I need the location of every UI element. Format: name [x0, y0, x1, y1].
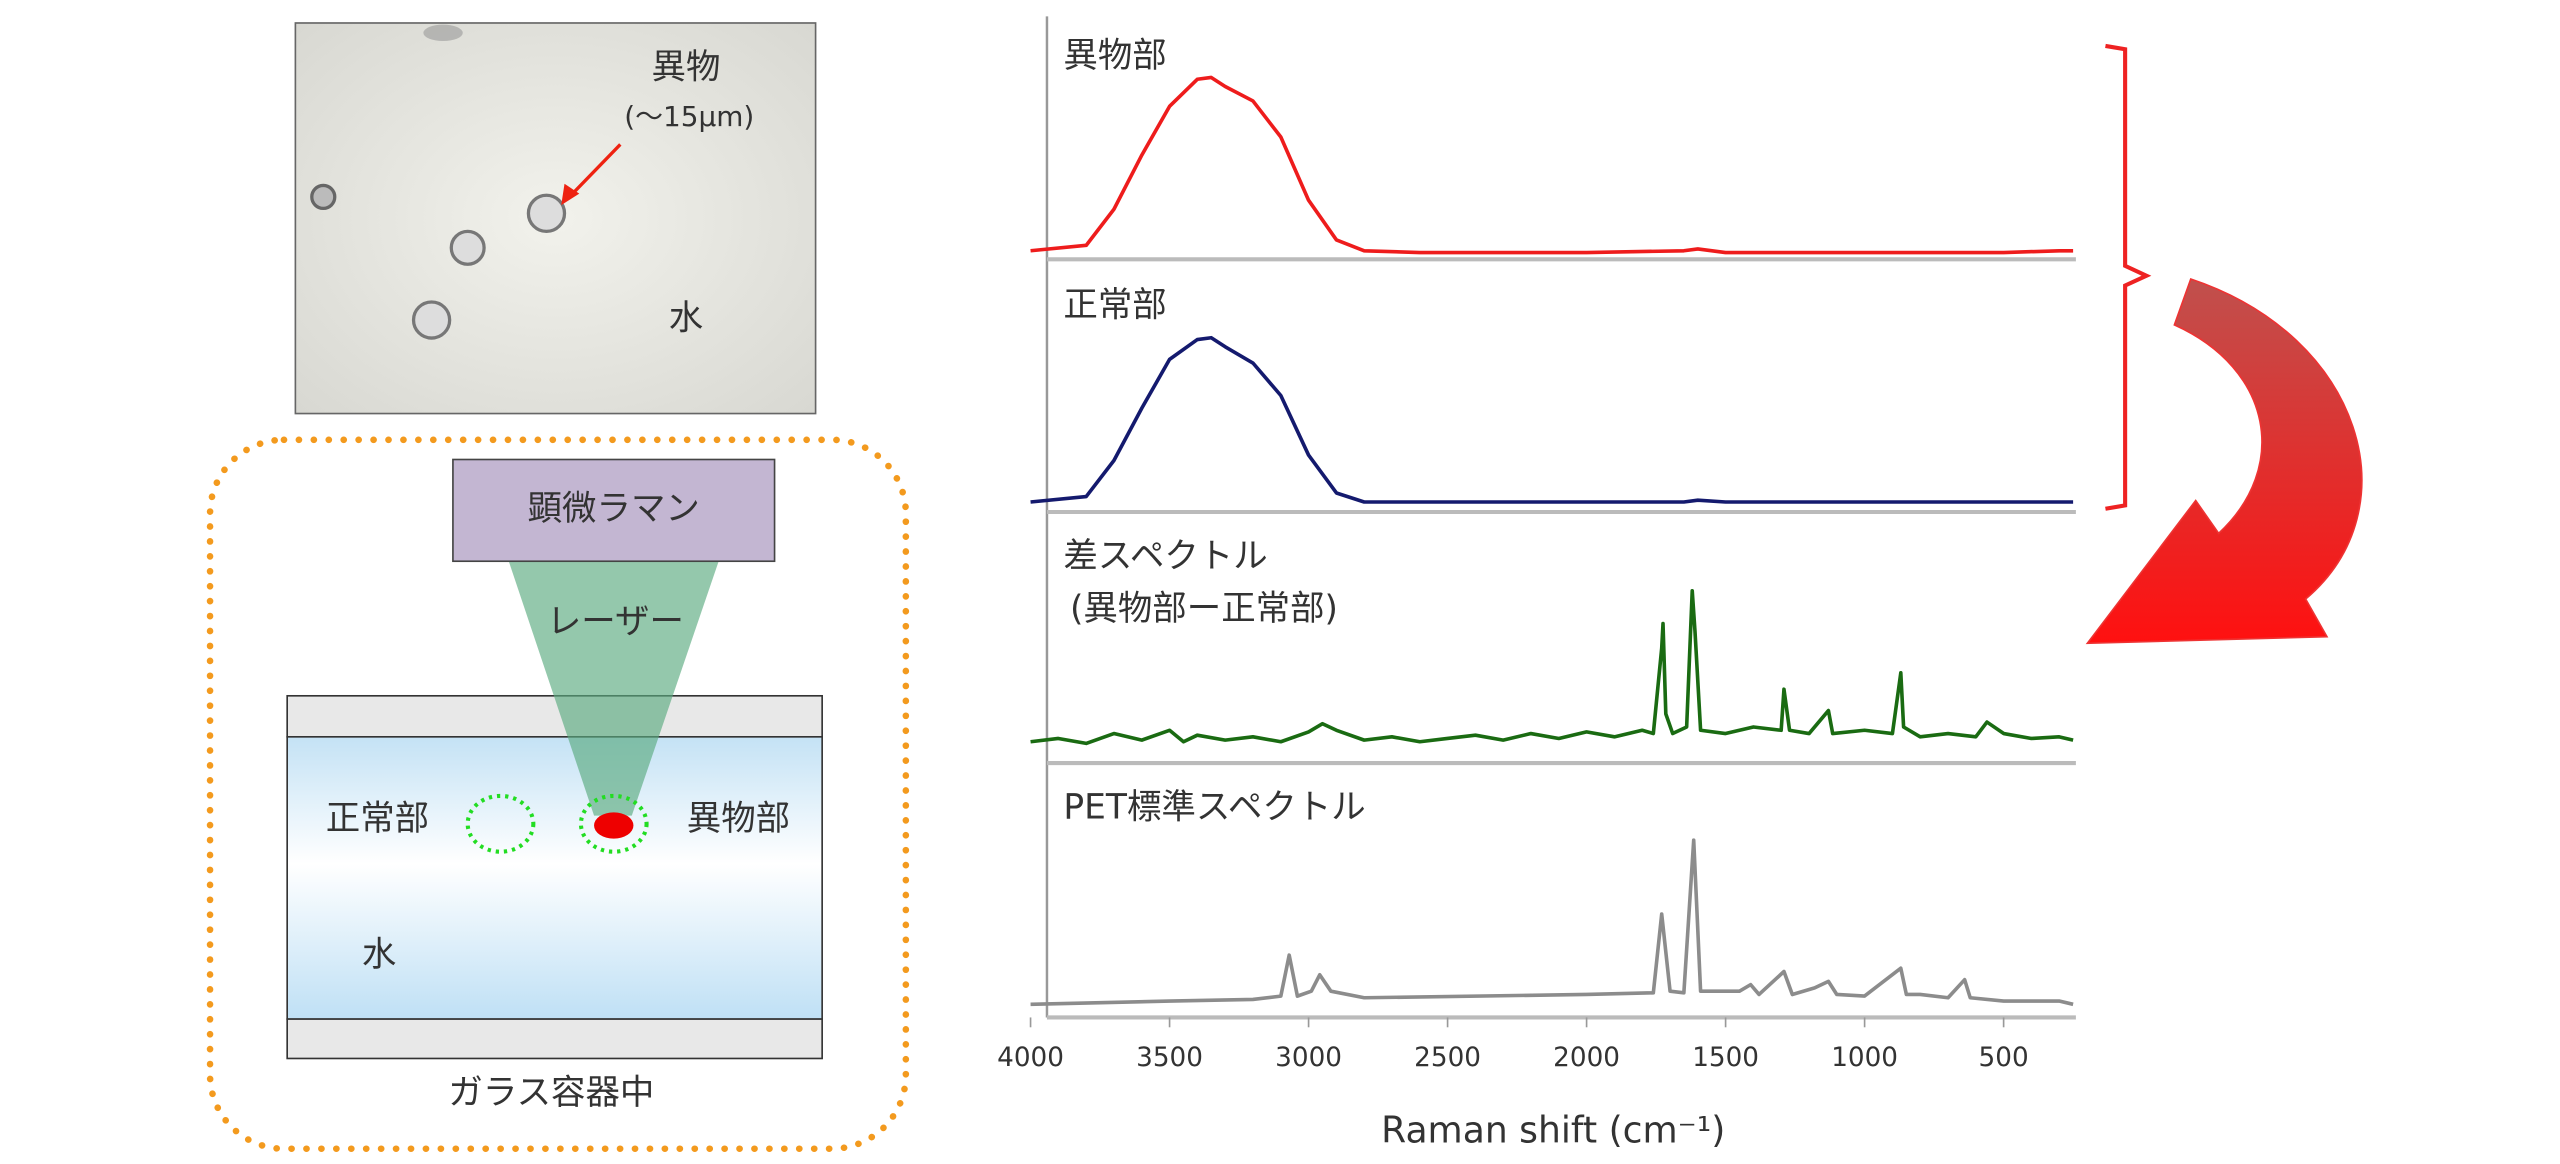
bracket: [2105, 43, 2152, 511]
pointer-arrowhead: [561, 183, 580, 206]
particle: [449, 229, 486, 266]
panel-label: PET標準スペクトル: [1063, 788, 1365, 828]
image-size: (～15μm): [624, 100, 754, 133]
spectrum-line: [1030, 75, 2074, 255]
water: [286, 736, 823, 1020]
image-medium: 水: [669, 299, 703, 339]
spectrum-line: [1030, 335, 2074, 504]
glass-top: [286, 694, 823, 738]
foreign-particle: [594, 812, 634, 839]
x-tick-label: 2500: [1414, 1043, 1481, 1073]
glass-bottom: [286, 1018, 823, 1060]
spectrum-line: [1030, 838, 2074, 1007]
particle: [310, 183, 337, 211]
panel-note: (異物部ー正常部): [1070, 589, 1338, 629]
beam-label: レーザー: [547, 602, 684, 642]
normal-spot: [465, 793, 536, 854]
panel-label: 異物部: [1063, 36, 1166, 76]
x-tick-label: 3500: [1136, 1043, 1203, 1073]
x-tick-label: 1500: [1692, 1043, 1759, 1073]
x-tick-label: 2000: [1553, 1043, 1620, 1073]
laser-beam: [505, 551, 723, 816]
particle: [423, 24, 463, 42]
foreign-label: 異物部: [687, 799, 790, 839]
instrument-label: 顕微ラマン: [528, 489, 700, 529]
x-tick-label: 3000: [1275, 1043, 1342, 1073]
instrument-box: [452, 458, 776, 563]
spectrum-line: [1030, 588, 2074, 746]
particle: [526, 193, 567, 234]
image-label: 異物: [651, 47, 720, 87]
dotted-frame: [206, 436, 910, 1153]
panel-label: 差スペクトル: [1063, 536, 1267, 576]
normal-label: 正常部: [326, 799, 429, 839]
x-axis-label: Raman shift (cm⁻¹): [1381, 1108, 1725, 1151]
water-label: 水: [362, 935, 396, 975]
setup-diagram: 顕微ラマン レーザー 正常部 異物部 水 ガラス容器中: [206, 436, 910, 1153]
container-label: ガラス容器中: [448, 1073, 654, 1113]
pointer-arrow: [566, 143, 622, 200]
panel-label: 正常部: [1063, 285, 1166, 325]
micrograph: 異物 (～15μm) 水: [294, 22, 817, 415]
foreign-spot: [578, 793, 649, 854]
x-tick-label: 500: [1979, 1043, 2029, 1073]
particle: [411, 300, 452, 340]
curved-arrow: [2085, 277, 2363, 645]
x-tick-label: 4000: [997, 1043, 1064, 1073]
x-tick-label: 1000: [1831, 1043, 1898, 1073]
